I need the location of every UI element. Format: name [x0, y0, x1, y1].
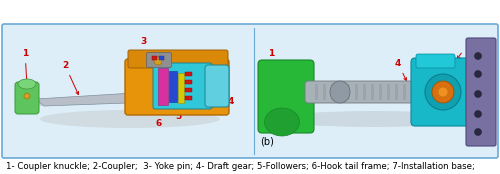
Ellipse shape: [330, 81, 350, 103]
FancyBboxPatch shape: [146, 53, 172, 68]
Bar: [159, 56, 164, 60]
Text: 1: 1: [268, 49, 277, 70]
Bar: [185, 96, 192, 100]
Bar: [185, 72, 192, 76]
FancyBboxPatch shape: [125, 59, 229, 115]
Bar: [185, 88, 192, 92]
Bar: [411, 84, 414, 100]
FancyBboxPatch shape: [416, 54, 455, 68]
Circle shape: [154, 57, 162, 65]
Circle shape: [474, 90, 482, 97]
Polygon shape: [38, 98, 155, 106]
Bar: [178, 73, 184, 103]
Circle shape: [474, 110, 482, 117]
Circle shape: [425, 74, 461, 110]
Circle shape: [474, 53, 482, 60]
Bar: [371, 84, 374, 100]
Text: 7: 7: [465, 127, 477, 138]
Text: 5: 5: [175, 106, 181, 121]
Ellipse shape: [40, 110, 220, 128]
FancyBboxPatch shape: [411, 58, 474, 126]
Bar: [355, 84, 358, 100]
Text: 1: 1: [22, 49, 28, 82]
Ellipse shape: [275, 111, 475, 127]
Text: 3: 3: [140, 37, 156, 58]
Circle shape: [24, 93, 30, 99]
FancyBboxPatch shape: [205, 65, 229, 107]
Bar: [339, 84, 342, 100]
Text: 6: 6: [155, 110, 164, 128]
Bar: [363, 84, 366, 100]
FancyBboxPatch shape: [128, 50, 228, 68]
Text: (b): (b): [260, 136, 274, 146]
Bar: [323, 84, 326, 100]
Bar: [347, 84, 350, 100]
Circle shape: [474, 129, 482, 136]
Bar: [387, 84, 390, 100]
Text: 4: 4: [395, 59, 406, 81]
FancyBboxPatch shape: [153, 63, 212, 109]
Circle shape: [438, 87, 448, 97]
Bar: [315, 84, 318, 100]
Text: 1- Coupler knuckle; 2-Coupler;  3- Yoke pin; 4- Draft gear; 5-Followers; 6-Hook : 1- Coupler knuckle; 2-Coupler; 3- Yoke p…: [6, 162, 475, 171]
Polygon shape: [36, 92, 155, 106]
Circle shape: [474, 70, 482, 77]
Bar: [185, 80, 192, 84]
FancyBboxPatch shape: [258, 60, 314, 133]
FancyBboxPatch shape: [305, 81, 426, 103]
Bar: [152, 56, 157, 60]
FancyBboxPatch shape: [466, 38, 496, 146]
Bar: [158, 68, 168, 105]
Bar: [331, 84, 334, 100]
FancyBboxPatch shape: [15, 82, 39, 114]
Bar: [395, 84, 398, 100]
Text: 2: 2: [62, 61, 78, 94]
Circle shape: [432, 81, 454, 103]
Text: 3: 3: [457, 39, 471, 59]
FancyBboxPatch shape: [2, 24, 498, 158]
Ellipse shape: [264, 108, 300, 136]
Bar: [169, 71, 177, 102]
Bar: [379, 84, 382, 100]
Text: 4: 4: [221, 93, 234, 106]
Ellipse shape: [18, 79, 36, 89]
Bar: [403, 84, 406, 100]
